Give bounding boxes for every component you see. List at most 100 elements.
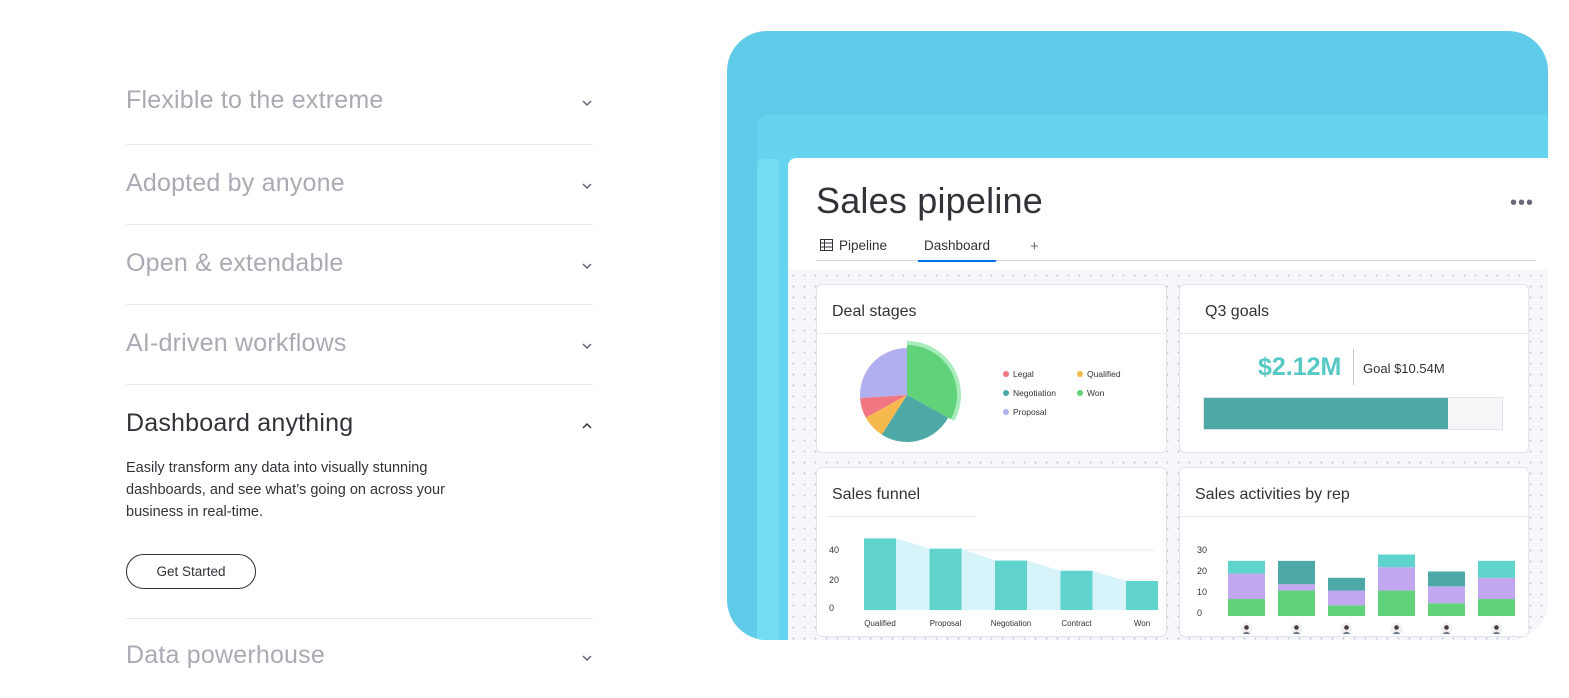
chevron-down-icon[interactable] <box>581 181 593 191</box>
pie-slice-qualified <box>865 395 907 435</box>
stacked-bar-segment <box>1478 560 1515 578</box>
stacked-bar-segment <box>1328 577 1365 591</box>
pie-slice-legal <box>860 395 907 418</box>
stacked-bar-segment <box>1428 603 1465 616</box>
widget-deal-stages[interactable]: Deal stages Legal Qualified Negotiation … <box>816 284 1167 453</box>
avatar-head <box>1344 625 1349 630</box>
accordion-item-description: Easily transform any data into visually … <box>126 460 445 520</box>
funnel-bar <box>1060 570 1093 610</box>
stacked-bar-segment <box>1478 577 1515 600</box>
q3-value: $2.12M <box>1258 353 1342 381</box>
get-started-button[interactable]: Get Started <box>126 554 256 589</box>
sales-funnel-chart: 0 20 40 Qualified Proposal Negotiation Contrac… <box>829 538 1158 628</box>
avatar-body <box>1342 631 1351 634</box>
x-tick-label: Contract <box>1061 619 1092 628</box>
accordion-item-title: Open & extendable <box>126 249 344 277</box>
q3-goal-label: Goal $10.54M <box>1363 361 1445 376</box>
dashboard-area: Deal stages Legal Qualified Negotiation … <box>788 270 1548 640</box>
legend-dot <box>1077 390 1083 396</box>
accordion-item-flexible[interactable]: Flexible to the extreme <box>126 62 593 145</box>
chevron-up-icon[interactable] <box>581 421 593 431</box>
avatar-body <box>1242 631 1251 634</box>
accordion-item-title: AI-driven workflows <box>126 329 347 357</box>
stacked-bar-segment <box>1228 599 1265 616</box>
deal-stages-pie-chart <box>860 341 961 442</box>
accordion-item-title: Adopted by anyone <box>126 169 345 197</box>
accordion-item-adopted[interactable]: Adopted by anyone <box>126 145 593 225</box>
divider <box>1180 516 1528 517</box>
x-tick-label: Won <box>1134 619 1150 628</box>
widget-q3-goals[interactable]: Q3 goals $2.12M Goal $10.54M <box>1179 284 1529 453</box>
x-tick-label: Negotiation <box>991 619 1031 628</box>
legend-label: Qualified <box>1087 369 1121 379</box>
funnel-bar <box>1126 581 1158 610</box>
y-tick-label: 0 <box>829 603 834 613</box>
legend-item: Legal <box>1003 369 1034 379</box>
y-tick-label: 40 <box>829 545 839 555</box>
board-title: Sales pipeline <box>816 180 1043 221</box>
stacked-bar-segment <box>1378 567 1415 591</box>
widget-sales-funnel[interactable]: Sales funnel 0 20 40 Qualified Proposal Negot… <box>816 467 1167 637</box>
legend-label: Legal <box>1013 369 1034 379</box>
chevron-down-icon[interactable] <box>581 653 593 663</box>
funnel-bar <box>929 548 962 610</box>
dashboard-preview: Sales pipeline ••• Pipeline Dashboard + … <box>727 31 1548 640</box>
y-tick-label: 10 <box>1197 587 1207 597</box>
y-tick-label: 20 <box>1197 566 1207 576</box>
stacked-bar-segment <box>1378 590 1415 616</box>
legend-label: Won <box>1087 388 1105 398</box>
separator <box>1353 349 1354 385</box>
widget-sales-activities[interactable]: Sales activities by rep 0 10 20 30 <box>1179 467 1529 637</box>
tab-label: Dashboard <box>924 238 991 253</box>
y-tick-label: 0 <box>1197 608 1202 618</box>
avatar-body <box>1392 631 1401 634</box>
legend-dot <box>1077 371 1083 377</box>
x-tick-label: Qualified <box>864 619 896 628</box>
divider <box>827 516 975 517</box>
stacked-bar-segment <box>1278 590 1315 616</box>
y-tick-label: 20 <box>829 575 839 585</box>
chevron-down-icon[interactable] <box>581 98 593 108</box>
avatar-body <box>1442 631 1451 634</box>
widget-title: Q3 goals <box>1205 303 1270 320</box>
stacked-bar-segment <box>1228 573 1265 600</box>
more-horizontal-icon[interactable]: ••• <box>1509 192 1534 214</box>
legend-dot <box>1003 409 1009 415</box>
tab-dashboard[interactable]: Dashboard <box>918 238 997 262</box>
divider <box>817 333 1166 334</box>
legend-item: Proposal <box>1003 407 1047 417</box>
chevron-down-icon[interactable] <box>581 261 593 271</box>
legend-item: Qualified <box>1077 369 1121 379</box>
goal-progress-fill <box>1204 398 1449 429</box>
pie-slice-won <box>907 345 957 420</box>
avatar-body <box>1492 631 1501 634</box>
accordion-item-title: Flexible to the extreme <box>126 86 384 114</box>
accordion-item-open-extendable[interactable]: Open & extendable <box>126 225 593 305</box>
add-view-button[interactable]: + <box>1030 238 1039 255</box>
stacked-bar-segment <box>1278 584 1315 591</box>
board-panel: Sales pipeline ••• Pipeline Dashboard + … <box>788 158 1548 640</box>
table-icon <box>820 239 833 251</box>
pie-slice-negotiation <box>881 395 949 442</box>
stacked-bar-segment <box>1428 571 1465 587</box>
chevron-down-icon[interactable] <box>581 341 593 351</box>
avatar-head <box>1244 625 1249 630</box>
stacked-bar-segment <box>1378 554 1415 568</box>
x-tick-label: Proposal <box>930 619 962 628</box>
board-tabs: Pipeline Dashboard + <box>816 235 1536 262</box>
legend-label: Negotiation <box>1013 388 1057 398</box>
stacked-bar-segment <box>1428 586 1465 604</box>
avatar-head <box>1294 625 1299 630</box>
stacked-bar-segment <box>1328 605 1365 616</box>
widget-title: Sales activities by rep <box>1195 486 1350 503</box>
accordion-item-ai-workflows[interactable]: AI-driven workflows <box>126 305 593 385</box>
tab-pipeline[interactable]: Pipeline <box>820 238 887 253</box>
feature-accordion: Flexible to the extreme Adopted by anyon… <box>126 62 593 698</box>
accordion-item-title: Data powerhouse <box>126 641 325 669</box>
stacked-bar-segment <box>1278 560 1315 585</box>
avatar-head <box>1444 625 1449 630</box>
accordion-item-dashboard-anything[interactable]: Dashboard anything Easily transform any … <box>126 385 593 619</box>
accordion-item-data-powerhouse[interactable]: Data powerhouse <box>126 619 593 698</box>
y-tick-label: 30 <box>1197 545 1207 555</box>
avatar-head <box>1494 625 1499 630</box>
